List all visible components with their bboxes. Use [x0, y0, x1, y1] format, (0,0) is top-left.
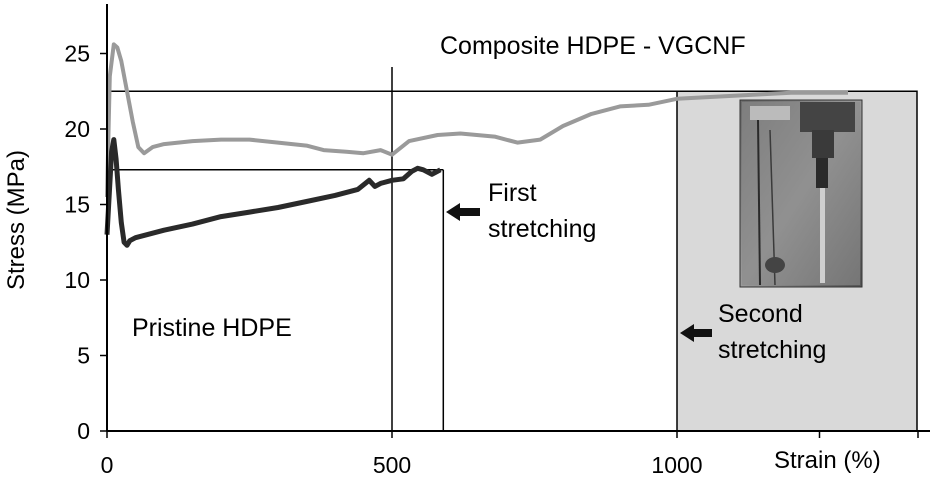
second-stretching-line1: Second — [718, 300, 803, 328]
x-tick-label: 0 — [101, 452, 114, 478]
x-tick-label: 1000 — [651, 452, 702, 478]
y-tick-label: 0 — [77, 418, 90, 444]
pristine-label: Pristine HDPE — [132, 314, 292, 342]
series-layer — [104, 42, 848, 248]
first-stretching-line2: stretching — [488, 215, 596, 243]
y-tick-label: 25 — [64, 41, 90, 67]
arrow-left-icon — [680, 324, 712, 342]
reference-lines — [107, 67, 917, 431]
x-tick-label: 500 — [373, 452, 411, 478]
first-stretching-line1: First — [488, 179, 537, 207]
pristine-series-line — [104, 137, 442, 248]
composite-label: Composite HDPE - VGCNF — [440, 32, 746, 60]
x-axis-label: Strain (%) — [774, 447, 881, 474]
arrow-left-icon — [446, 203, 480, 221]
y-tick-label: 15 — [64, 192, 90, 218]
y-axis-label: Stress (MPa) — [3, 150, 30, 290]
y-tick-label: 20 — [64, 116, 90, 142]
y-tick-label: 10 — [64, 267, 90, 293]
second-stretching-line2: stretching — [718, 336, 826, 364]
y-tick-label: 5 — [77, 343, 90, 369]
composite-series-line — [105, 42, 848, 198]
ticks: 0 5 10 15 20 25 0 500 1000 — [64, 41, 919, 478]
axes — [106, 4, 930, 432]
inset-photo — [739, 99, 863, 288]
